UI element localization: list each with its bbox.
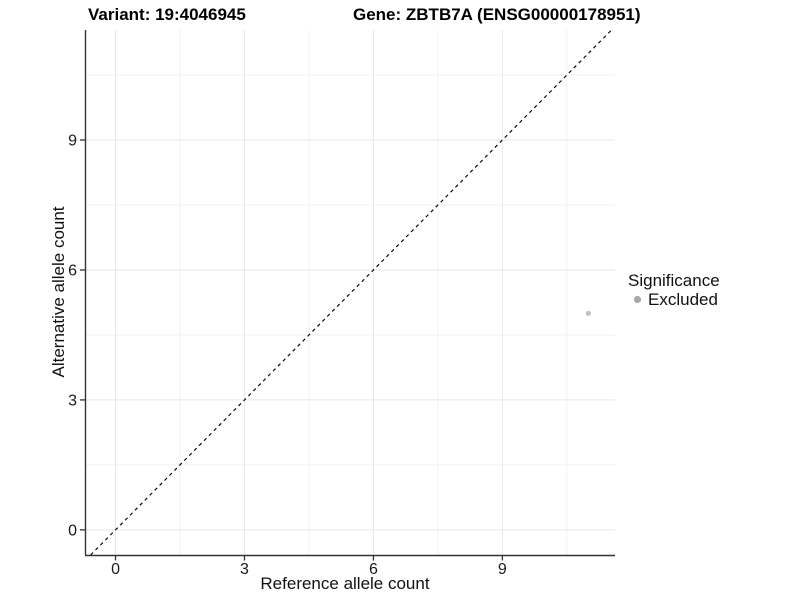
identity-line	[90, 29, 612, 556]
x-axis-title: Reference allele count	[260, 574, 429, 593]
gene-title: Gene: ZBTB7A (ENSG00000178951)	[353, 5, 641, 24]
y-tick-label: 3	[68, 392, 77, 409]
legend: Significance Excluded	[628, 271, 720, 309]
y-tick-label: 6	[68, 262, 77, 279]
x-tick-label: 9	[498, 561, 507, 578]
variant-title: Variant: 19:4046945	[88, 5, 246, 24]
identity-line-group	[90, 29, 612, 556]
x-tick-label: 6	[369, 561, 378, 578]
x-ticks: 0 3 6 9	[111, 555, 507, 578]
y-axis-title: Alternative allele count	[49, 206, 68, 377]
x-tick-label: 3	[240, 561, 249, 578]
minor-gridlines	[85, 30, 615, 555]
legend-title: Significance	[628, 271, 720, 290]
major-gridlines	[85, 30, 615, 555]
legend-item-label: Excluded	[648, 290, 718, 309]
data-points	[585, 310, 591, 316]
y-tick-label: 0	[68, 522, 77, 539]
x-tick-label: 0	[111, 561, 120, 578]
legend-point-icon	[633, 295, 642, 304]
y-ticks: 0 3 6 9	[68, 133, 85, 539]
panel-background	[85, 30, 615, 555]
y-tick-label: 9	[68, 133, 77, 150]
data-point	[585, 310, 591, 316]
